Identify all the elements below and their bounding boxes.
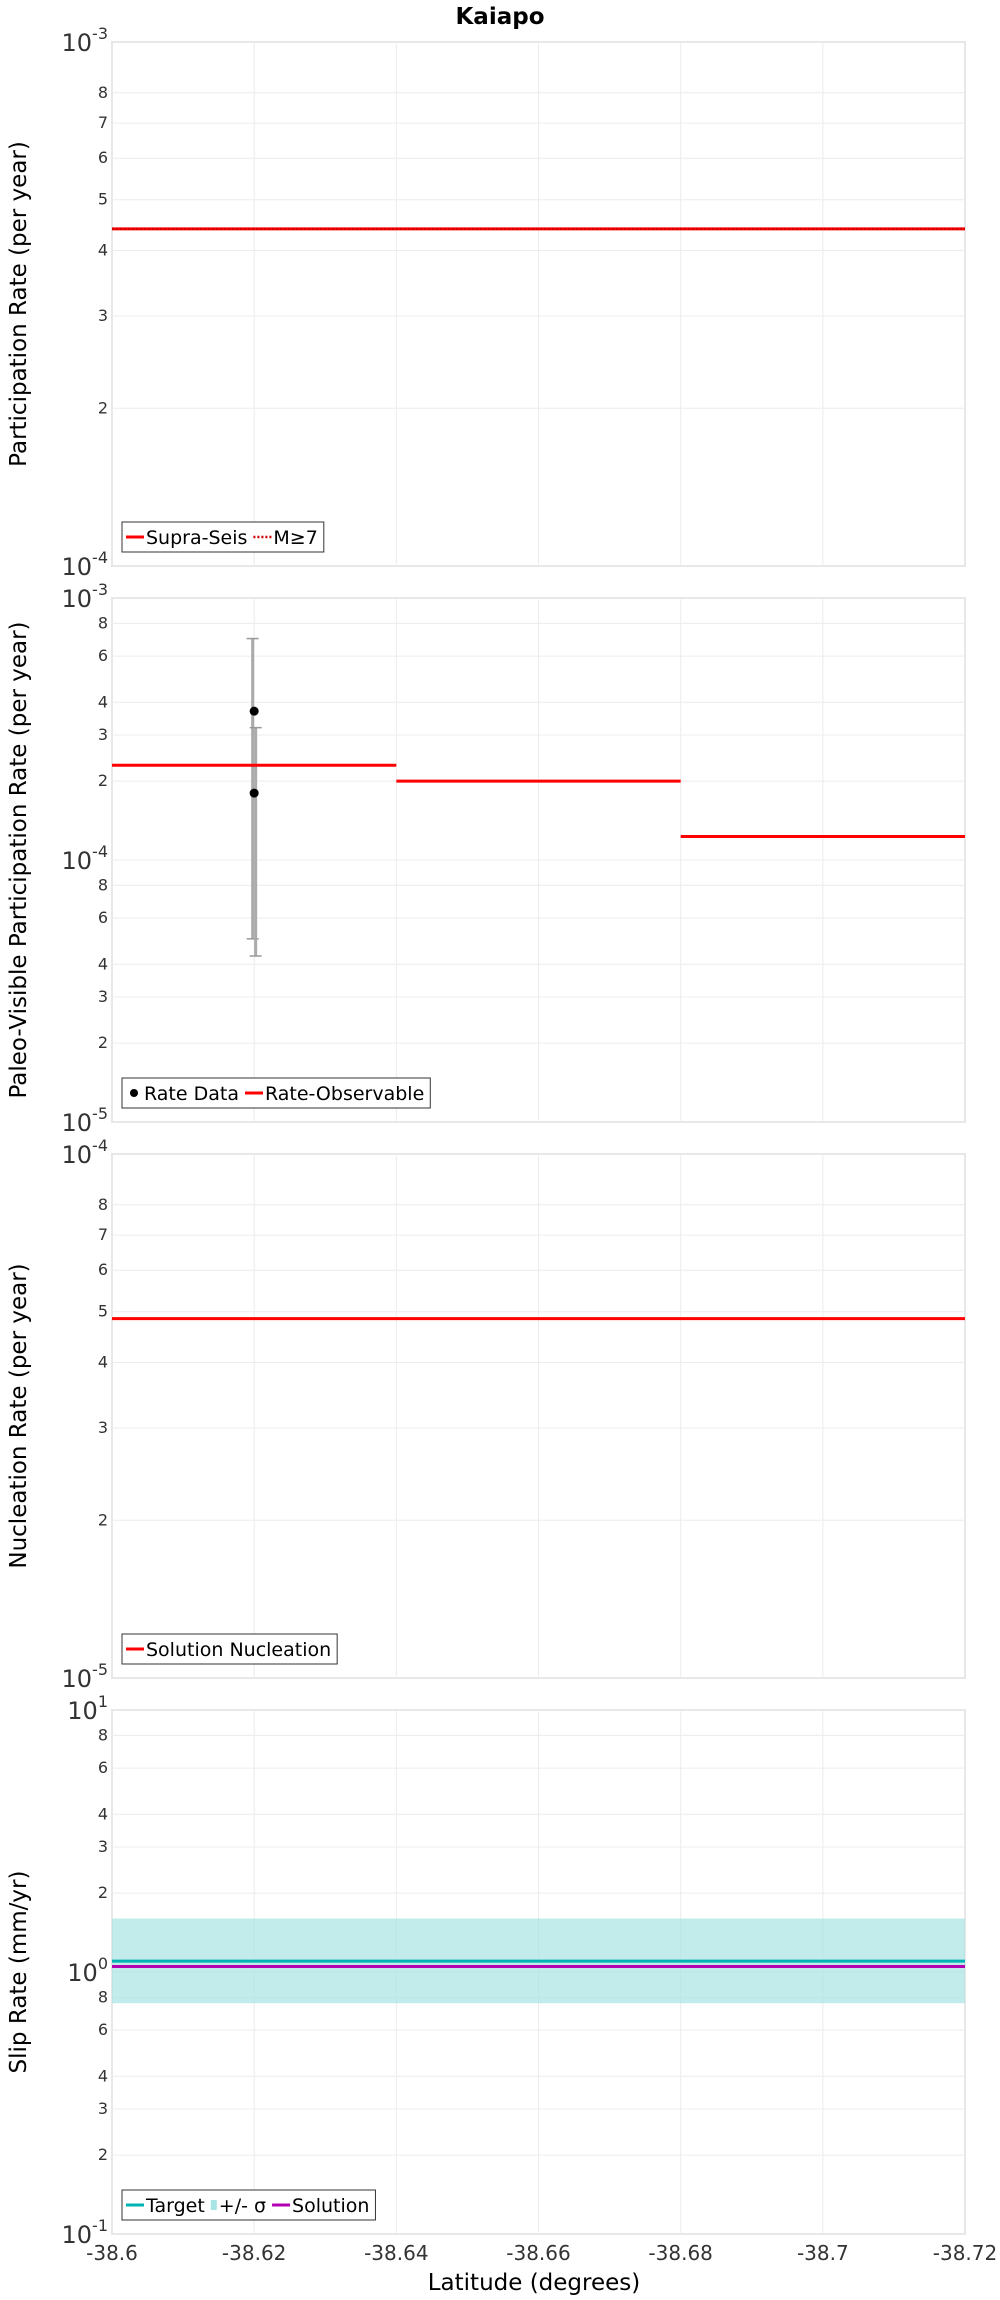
y-tick-label: 3 (98, 2099, 108, 2118)
legend: Supra-Seis M≥7 (121, 521, 325, 553)
y-tick-label: 10-5 (62, 1104, 109, 1137)
x-tick-label: -38.72 (933, 2241, 997, 2265)
legend-box (121, 521, 325, 553)
y-tick-label: 7 (98, 113, 108, 132)
y-tick-label: 10-1 (62, 2216, 109, 2249)
y-tick-label: 2 (98, 398, 108, 417)
y-axis-label: Slip Rate (mm/yr) (6, 1871, 32, 2074)
y-tick-label: 8 (98, 875, 108, 894)
y-tick-label: 6 (98, 908, 108, 927)
y-tick-label: 6 (98, 148, 108, 167)
y-tick-label: 8 (98, 1987, 108, 2006)
y-tick-label: 2 (98, 2145, 108, 2164)
y-tick-label: 10-4 (62, 1136, 109, 1169)
y-tick-label: 6 (98, 1260, 108, 1279)
y-tick-label: 4 (98, 241, 108, 260)
legend: Solution Nucleation (121, 1633, 338, 1665)
y-tick-label: 4 (98, 954, 108, 973)
x-tick-label: -38.62 (222, 2241, 286, 2265)
y-tick-label: 3 (98, 987, 108, 1006)
legend-entry: Solution Nucleation (146, 1639, 331, 1661)
y-tick-label: 3 (98, 1837, 108, 1856)
y-axis-label: Participation Rate (per year) (6, 141, 32, 467)
y-tick-label: 5 (98, 1302, 108, 1321)
y-tick-label: 10-4 (62, 842, 109, 875)
y-tick-label: 2 (98, 1510, 108, 1529)
y-tick-label: 4 (98, 692, 108, 711)
legend-entry: M≥7 (273, 527, 317, 549)
y-tick-label: 10-3 (62, 580, 109, 613)
legend-marker-band (210, 2200, 217, 2210)
y-tick-label: 8 (98, 1725, 108, 1744)
y-tick-label: 3 (98, 725, 108, 744)
y-tick-label: 101 (67, 1692, 108, 1725)
y-tick-label: 6 (98, 646, 108, 665)
y-axis-label: Nucleation Rate (per year) (6, 1263, 32, 1568)
legend: Rate Data Rate-Observable (121, 1077, 431, 1109)
y-tick-label: 2 (98, 771, 108, 790)
legend-entry: Solution (292, 2195, 369, 2217)
legend-entry: Rate Data (144, 1083, 239, 1105)
y-tick-label: 2 (98, 1033, 108, 1052)
x-tick-label: -38.64 (364, 2241, 428, 2265)
y-tick-label: 2 (98, 1883, 108, 1902)
y-tick-label: 8 (98, 83, 108, 102)
x-tick-label: -38.68 (648, 2241, 712, 2265)
y-tick-label: 8 (98, 613, 108, 632)
y-tick-label: 6 (98, 1758, 108, 1777)
panel-3: 10-4 8 7 6 5 4 3 2 10-5 Nucleation Rate (per year… (6, 1136, 966, 1693)
x-axis-label: Latitude (degrees) (428, 2270, 641, 2296)
y-tick-label: 10-5 (62, 1660, 109, 1693)
x-tick-label: -38.6 (86, 2241, 138, 2265)
rate-data-point (249, 706, 259, 716)
legend-entry: Target (145, 2195, 205, 2217)
y-tick-label: 8 (98, 1195, 108, 1214)
y-tick-label: 5 (98, 190, 108, 209)
x-tick-label: -38.66 (506, 2241, 570, 2265)
legend-entry: Rate-Observable (265, 1083, 424, 1105)
x-tick-label: -38.7 (797, 2241, 849, 2265)
y-tick-label: 7 (98, 1225, 108, 1244)
y-tick-label: 3 (98, 1418, 108, 1437)
panel-1: 10-3 8 7 6 5 4 3 2 10-4 Participation Rate (per y… (6, 24, 966, 581)
legend-marker-dot (130, 1089, 138, 1097)
y-axis-label: Paleo-Visible Participation Rate (per ye… (6, 621, 32, 1098)
y-tick-label: 4 (98, 2066, 108, 2085)
legend-box (121, 1077, 431, 1109)
legend: Target +/- σ Solution (121, 2189, 376, 2221)
y-tick-label: 100 (67, 1954, 108, 1987)
legend-box (121, 1633, 338, 1665)
y-tick-label: 3 (98, 306, 108, 325)
chart-title: Kaiapo (455, 4, 544, 30)
y-tick-label: 6 (98, 2020, 108, 2039)
legend-entry: +/- σ (219, 2195, 266, 2217)
rate-data-point (249, 788, 259, 798)
y-tick-label: 10-3 (62, 24, 109, 57)
y-tick-label: 4 (98, 1804, 108, 1823)
legend-box (121, 2189, 376, 2221)
y-tick-label: 10-4 (62, 548, 109, 581)
y-tick-label: 4 (98, 1353, 108, 1372)
legend-entry: Supra-Seis (146, 527, 247, 549)
